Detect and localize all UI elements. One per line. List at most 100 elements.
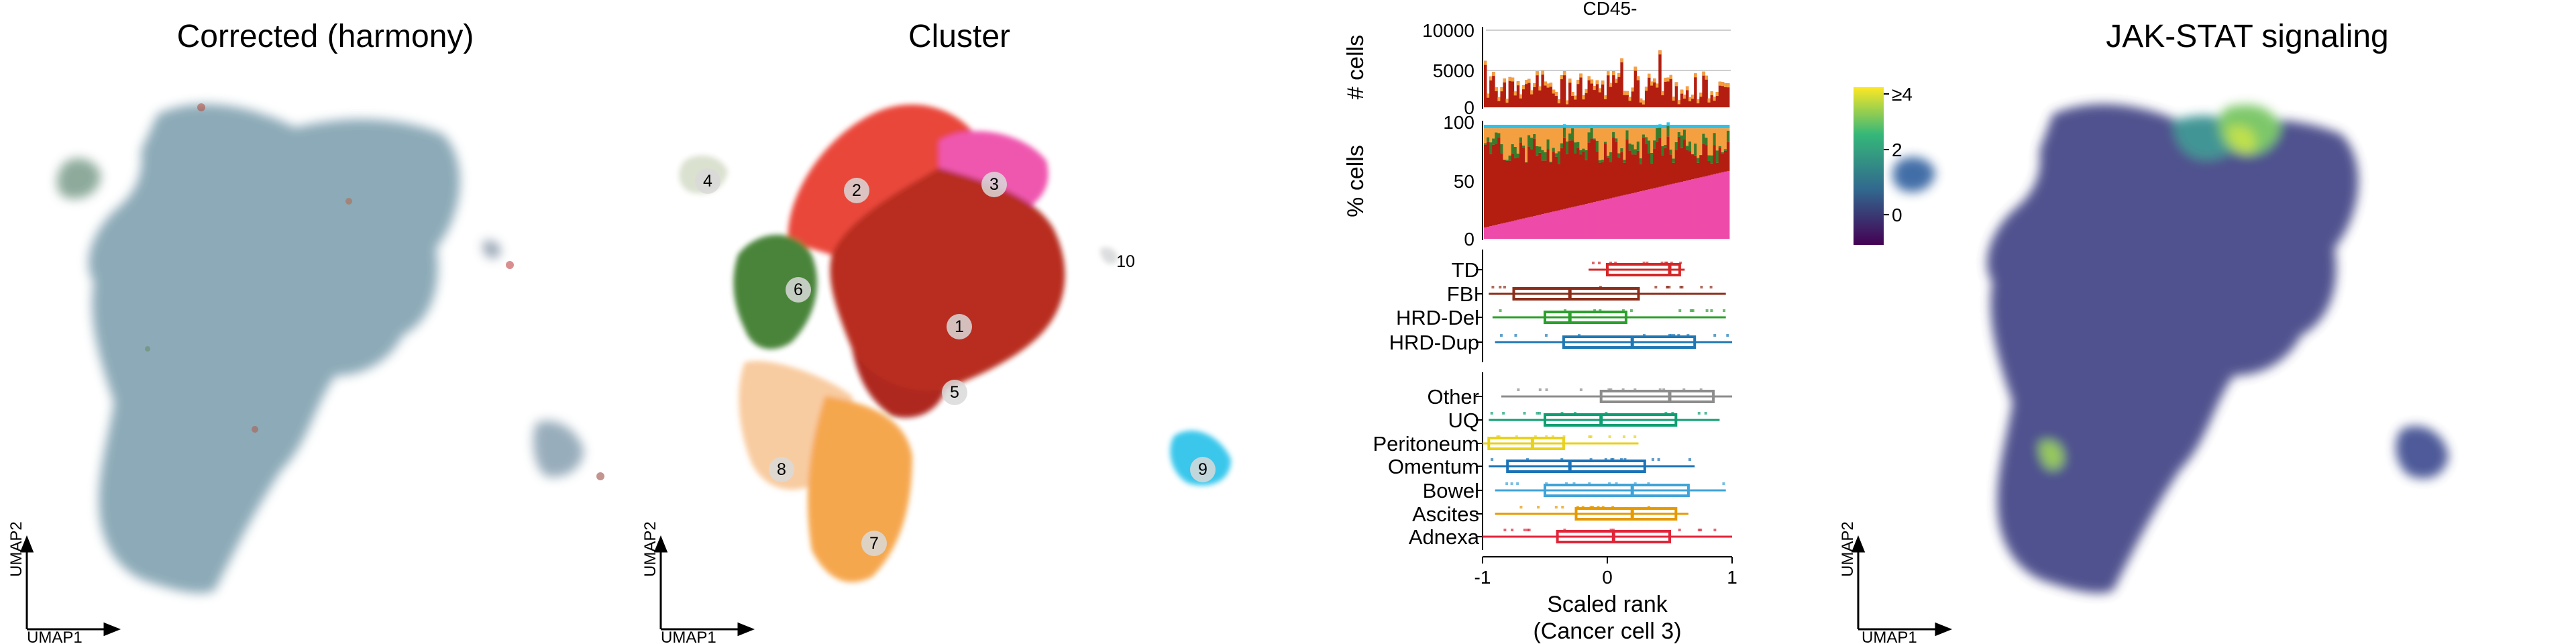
percent-segment <box>1536 146 1539 156</box>
percent-segment <box>1489 142 1493 154</box>
percent-segment <box>1718 128 1722 146</box>
count-bar-top <box>1497 97 1501 101</box>
count-bar-top <box>1511 77 1515 82</box>
percent-segment <box>1715 128 1719 151</box>
count-bar <box>1554 92 1558 107</box>
percent-segment <box>1702 133 1705 145</box>
percent-segment <box>1603 143 1607 200</box>
percent-segment <box>1726 128 1730 131</box>
percent-segment <box>1505 222 1509 239</box>
percent-segment <box>1585 160 1588 205</box>
percent-segment <box>1666 125 1670 137</box>
percent-segment <box>1497 137 1501 225</box>
percent-segment <box>1620 128 1623 148</box>
count-bar <box>1688 97 1692 107</box>
percent-segment <box>1593 139 1597 203</box>
box-point <box>1511 529 1514 531</box>
count-bar-top <box>1527 78 1531 83</box>
count-bar <box>1503 78 1506 107</box>
percent-segment <box>1726 170 1730 239</box>
percent-segment <box>1680 182 1684 239</box>
percent-segment <box>1639 128 1643 159</box>
percent-segment <box>1500 144 1503 154</box>
box-point <box>1713 334 1717 337</box>
percent-segment <box>1601 160 1605 162</box>
count-bar <box>1598 88 1602 107</box>
percent-segment <box>1487 227 1490 239</box>
percent-segment <box>1710 163 1713 175</box>
percent-segment <box>1587 128 1591 133</box>
count-bar-top <box>1625 91 1629 95</box>
percent-segment <box>1609 128 1613 152</box>
percent-segment <box>1571 125 1574 129</box>
box-point <box>1697 529 1701 531</box>
jak-title: JAK-STAT signaling <box>2106 19 2389 54</box>
cluster-axes <box>653 535 755 637</box>
count-bar <box>1576 80 1580 107</box>
percent-segment <box>1601 162 1605 201</box>
count-bar <box>1568 78 1572 107</box>
percent-segment <box>1650 152 1654 164</box>
percent-segment <box>1697 158 1700 163</box>
count-bar-top <box>1492 72 1495 76</box>
percent-segment <box>1568 125 1572 129</box>
percent-segment <box>1723 149 1727 151</box>
count-bar-top <box>1521 85 1525 90</box>
count-bar <box>1492 72 1495 107</box>
box-xtick-1: 1 <box>1727 567 1737 588</box>
percent-segment <box>1658 124 1662 128</box>
percent-segment <box>1500 125 1503 129</box>
percent-segment <box>1552 211 1556 239</box>
box-point <box>1608 435 1611 438</box>
box-point <box>1538 388 1542 391</box>
percent-segment <box>1642 191 1646 239</box>
percent-segment <box>1568 128 1572 133</box>
percent-segment <box>1644 137 1648 144</box>
percent-segment <box>1590 203 1594 239</box>
percent-segment <box>1538 146 1542 153</box>
panel-corrected: Corrected (harmony) UMAP1 UMAP2 <box>7 19 604 644</box>
count-bar <box>1582 95 1585 107</box>
percent-segment <box>1721 172 1725 239</box>
box-point <box>1666 286 1669 288</box>
count-bar <box>1625 91 1629 107</box>
count-bar-top <box>1500 87 1503 92</box>
percent-segment <box>1661 125 1664 129</box>
percent-segment <box>1508 155 1512 161</box>
percent-segment <box>1593 138 1597 140</box>
box-point <box>1722 482 1725 485</box>
box-group-label: Bowel <box>1423 479 1479 502</box>
percent-segment <box>1527 135 1531 147</box>
percent-segment <box>1554 125 1558 129</box>
count-bar-top <box>1484 60 1487 65</box>
box-point <box>1503 286 1506 288</box>
percent-segment <box>1713 133 1717 146</box>
percent-segment <box>1566 154 1569 209</box>
box-point <box>1633 435 1637 438</box>
percent-segment <box>1688 151 1692 180</box>
percent-segment <box>1715 150 1719 163</box>
count-bar-top <box>1571 92 1574 97</box>
box-point <box>1499 309 1502 312</box>
percent-segment <box>1497 224 1501 239</box>
percent-segment <box>1682 128 1686 130</box>
count-bar-top <box>1519 94 1523 99</box>
count-bar-top <box>1609 83 1613 87</box>
box-iqr <box>1574 507 1678 521</box>
count-bar-top <box>1669 74 1672 79</box>
percent-segment <box>1623 160 1626 163</box>
percent-segment <box>1609 152 1613 162</box>
count-bar-top <box>1710 91 1713 95</box>
percent-segment <box>1508 128 1512 156</box>
percent-segment <box>1664 125 1667 129</box>
percent-segment <box>1576 142 1580 148</box>
cluster-marker <box>786 277 811 303</box>
count-bar-top <box>1697 99 1700 104</box>
count-bar-top <box>1653 78 1656 83</box>
percent-segment <box>1656 142 1659 188</box>
percent-segment <box>1574 125 1577 129</box>
percent-segment <box>1484 144 1487 227</box>
percent-segment <box>1628 193 1631 239</box>
percent-segment <box>1489 154 1493 227</box>
